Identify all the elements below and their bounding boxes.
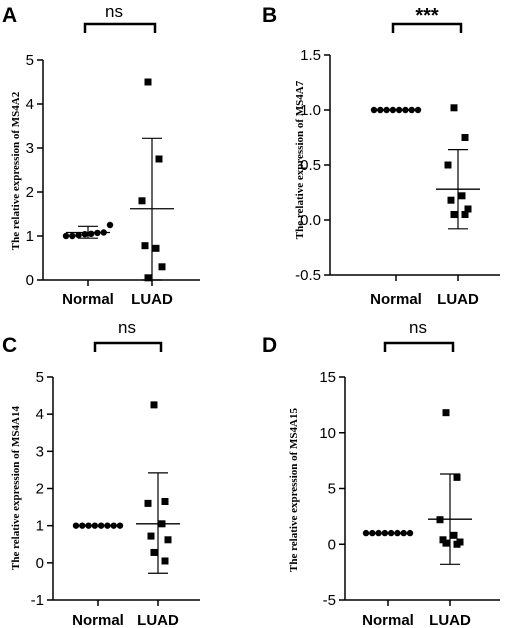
y-tick-label: 0 xyxy=(26,272,34,289)
y-tick-label: 5 xyxy=(26,52,34,69)
data-point-luad xyxy=(453,540,461,548)
y-axis-label: The relative expression of MS4A15 xyxy=(288,408,300,572)
x-tick-label: Normal xyxy=(72,612,124,628)
y-tick-label: 4 xyxy=(36,406,44,423)
y-tick-label: 5 xyxy=(36,369,44,386)
y-tick-label: 5 xyxy=(328,481,336,498)
data-point-luad xyxy=(161,557,169,565)
panel-letter-b: B xyxy=(262,4,277,27)
panel-b: B The relative expression of MS4A7 *** -… xyxy=(262,4,500,308)
data-point-luad xyxy=(150,548,158,556)
data-point-luad xyxy=(164,536,172,544)
significance-bracket xyxy=(391,22,463,33)
data-point-luad xyxy=(144,78,152,86)
y-axis-label: The relative expression of MS4A14 xyxy=(10,406,22,570)
data-point-luad xyxy=(450,211,458,218)
y-tick-label: 1 xyxy=(26,228,34,245)
data-point-luad xyxy=(442,539,450,547)
data-point-normal xyxy=(106,221,114,229)
panel-c: C The relative expression of MS4A14 ns -… xyxy=(2,318,200,628)
x-tick-label: Normal xyxy=(62,291,114,308)
data-point-luad xyxy=(450,104,458,112)
y-tick-label: -5 xyxy=(323,592,336,609)
y-tick-label: 0.5 xyxy=(300,157,321,174)
significance-label: ns xyxy=(409,318,427,337)
x-tick-label: Normal xyxy=(362,612,414,628)
x-tick-label: LUAD xyxy=(137,612,179,628)
significance-label: ns xyxy=(105,2,123,21)
significance-label: *** xyxy=(415,5,439,27)
data-point-luad xyxy=(147,532,155,540)
panel-d: D The relative expression of MS4A15 ns -… xyxy=(262,318,500,628)
panel-a: A The relative expression of MS4A2 ns 0 1… xyxy=(2,2,200,308)
data-point-luad xyxy=(447,196,455,204)
x-tick-label: LUAD xyxy=(437,291,479,308)
data-point-luad xyxy=(150,401,158,409)
y-tick-label: 0.0 xyxy=(300,212,321,229)
data-point-luad xyxy=(450,531,458,539)
significance-bracket xyxy=(83,22,157,33)
data-point-luad xyxy=(444,161,452,169)
data-point-luad xyxy=(158,263,166,271)
y-tick-label: 0 xyxy=(36,555,44,572)
panel-letter-d: D xyxy=(262,334,277,357)
data-point-luad xyxy=(458,192,466,200)
data-point-luad xyxy=(138,197,146,205)
data-point-normal xyxy=(69,232,76,240)
y-tick-label: 3 xyxy=(26,140,34,157)
data-point-luad xyxy=(461,211,469,218)
y-tick-label: 3 xyxy=(36,443,44,460)
data-point-normal xyxy=(75,231,82,239)
y-tick-label: 1.5 xyxy=(300,47,321,64)
data-point-luad xyxy=(152,244,160,252)
panel-letter-c: C xyxy=(2,334,17,357)
data-point-luad xyxy=(464,205,472,213)
y-tick-label: 1 xyxy=(36,518,44,535)
y-tick-label: 10 xyxy=(319,425,336,442)
data-point-luad xyxy=(461,134,469,141)
y-axis-label: The relative expression of MS4A7 xyxy=(294,80,306,239)
x-tick-label: LUAD xyxy=(131,291,173,308)
data-point-luad xyxy=(144,499,152,507)
y-tick-label: -0.5 xyxy=(295,267,321,284)
y-axis-label: The relative expression of MS4A2 xyxy=(10,91,22,250)
data-point-luad xyxy=(141,242,149,250)
y-tick-label: 1.0 xyxy=(300,102,321,119)
data-point-luad xyxy=(144,274,152,282)
y-tick-label: 2 xyxy=(36,481,44,498)
data-point-luad xyxy=(442,409,450,417)
x-tick-label: LUAD xyxy=(429,612,471,628)
y-tick-label: 0 xyxy=(328,536,336,553)
panel-letter-a: A xyxy=(2,4,17,27)
significance-bracket xyxy=(93,341,163,352)
y-tick-label: 2 xyxy=(26,184,34,201)
significance-bracket xyxy=(383,341,455,352)
x-tick-label: Normal xyxy=(370,291,422,308)
y-tick-label: 4 xyxy=(26,96,34,113)
y-tick-label: 15 xyxy=(319,369,336,386)
data-point-normal xyxy=(62,232,70,240)
data-point-luad xyxy=(161,498,169,506)
data-point-luad xyxy=(155,155,163,163)
significance-label: ns xyxy=(118,318,136,337)
data-point-normal xyxy=(87,230,95,237)
data-point-luad xyxy=(453,473,461,481)
y-tick-label: -1 xyxy=(31,592,44,609)
